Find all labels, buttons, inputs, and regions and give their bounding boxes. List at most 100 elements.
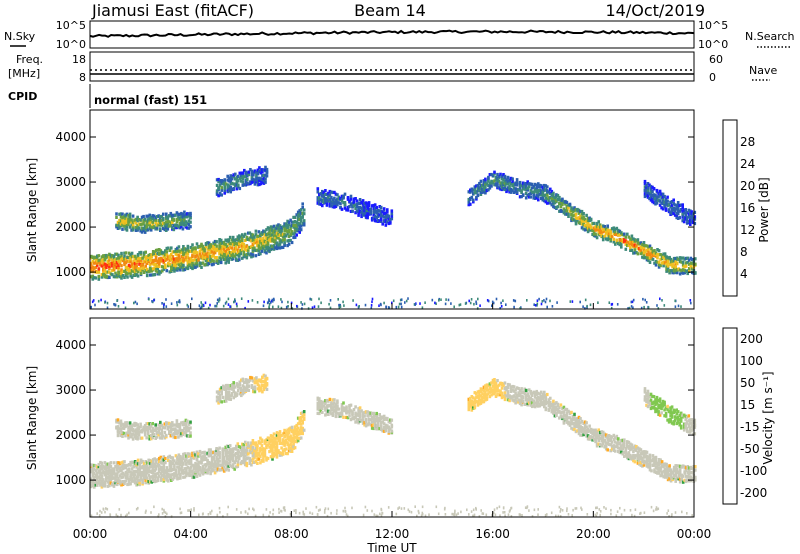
echo-cell (174, 468, 178, 472)
echo-cell (649, 195, 653, 199)
echo-cell (229, 177, 232, 181)
echo-cell (201, 458, 205, 462)
echo-cell (262, 168, 266, 172)
echo-cell (144, 481, 147, 485)
echo-cell (180, 261, 184, 265)
echo-cell (215, 458, 218, 462)
echo-cell (105, 253, 108, 258)
echo-cell (185, 266, 188, 270)
ground-scatter-cell (370, 304, 373, 307)
echo-cell (260, 232, 264, 236)
echo-cell (206, 257, 209, 261)
echo-cell (162, 216, 165, 221)
echo-cell (627, 241, 631, 245)
echo-cell (232, 175, 235, 179)
echo-cell (136, 482, 140, 486)
echo-cell (296, 227, 300, 231)
echo-cell (662, 264, 665, 268)
ground-scatter-cell (240, 297, 243, 300)
echo-cell (112, 260, 116, 264)
ground-scatter-cell (225, 300, 228, 304)
echo-cell (169, 211, 173, 216)
echo-cell (600, 229, 603, 233)
echo-cell (600, 225, 603, 229)
echo-cell (124, 257, 128, 261)
echo-cell (506, 382, 510, 387)
echo-cell (220, 392, 223, 396)
echo-cell (506, 398, 510, 402)
echo-cell (583, 217, 587, 221)
echo-cell (140, 436, 144, 440)
echo-cell (253, 169, 257, 173)
echo-cell (177, 465, 181, 469)
echo-cell (174, 226, 177, 230)
echo-cell (367, 413, 371, 417)
echo-cell (227, 454, 230, 458)
echo-cell (120, 254, 123, 258)
echo-cell (118, 427, 121, 431)
echo-cell (358, 410, 362, 414)
echo-cell (690, 210, 694, 214)
echo-cell (159, 426, 162, 430)
echo-cell (301, 431, 304, 436)
echo-cell (121, 216, 124, 220)
echo-cell (222, 465, 226, 469)
echo-cell (118, 421, 121, 425)
echo-cell (361, 202, 365, 206)
echo-cell (658, 199, 662, 203)
echo-cell (591, 222, 594, 226)
echo-cell (269, 434, 273, 438)
echo-cell (100, 259, 104, 263)
echo-cell (109, 473, 113, 478)
echo-cell (93, 463, 96, 468)
echo-cell (598, 223, 602, 227)
echo-cell (647, 245, 650, 249)
echo-cell (269, 228, 273, 232)
echo-cell (490, 172, 493, 177)
echo-cell (689, 215, 692, 219)
echo-cell (582, 222, 585, 226)
echo-cell (295, 427, 298, 431)
echo-cell (90, 264, 93, 268)
echo-cell (559, 198, 563, 202)
echo-cell (170, 246, 173, 250)
echo-cell (136, 227, 139, 231)
echo-cell (173, 257, 176, 261)
echo-cell (517, 391, 520, 395)
ground-scatter-cell (227, 297, 230, 301)
echo-cell (151, 259, 155, 263)
echo-cell (607, 236, 611, 241)
echo-cell (188, 249, 191, 253)
echo-cell (129, 265, 132, 269)
echo-cell (93, 475, 96, 480)
echo-cell (250, 446, 253, 450)
echo-cell (546, 185, 549, 189)
echo-cell (358, 418, 362, 422)
ground-scatter-cell (512, 299, 515, 302)
echo-cell (224, 250, 227, 254)
echo-cell (215, 183, 219, 187)
echo-cell (257, 246, 261, 250)
echo-cell (226, 394, 229, 398)
echo-cell (541, 187, 545, 191)
echo-cell (183, 214, 186, 218)
echo-cell (535, 189, 538, 193)
echo-cell (227, 445, 230, 449)
echo-cell (182, 455, 185, 459)
echo-cell (138, 467, 141, 471)
echo-cell (148, 262, 152, 267)
ground-scatter-cell (453, 305, 455, 309)
echo-cell (682, 215, 686, 220)
echo-cell (177, 253, 181, 257)
echo-cell (192, 264, 196, 268)
echo-cell (287, 443, 291, 448)
echo-cell (154, 475, 158, 479)
echo-cell (565, 212, 569, 216)
echo-cell (128, 212, 132, 216)
echo-cell (131, 223, 135, 227)
echo-cell (272, 454, 276, 458)
echo-cell (256, 178, 260, 182)
echo-cell (669, 263, 673, 267)
echo-cell (121, 422, 124, 426)
echo-cell (257, 249, 261, 253)
